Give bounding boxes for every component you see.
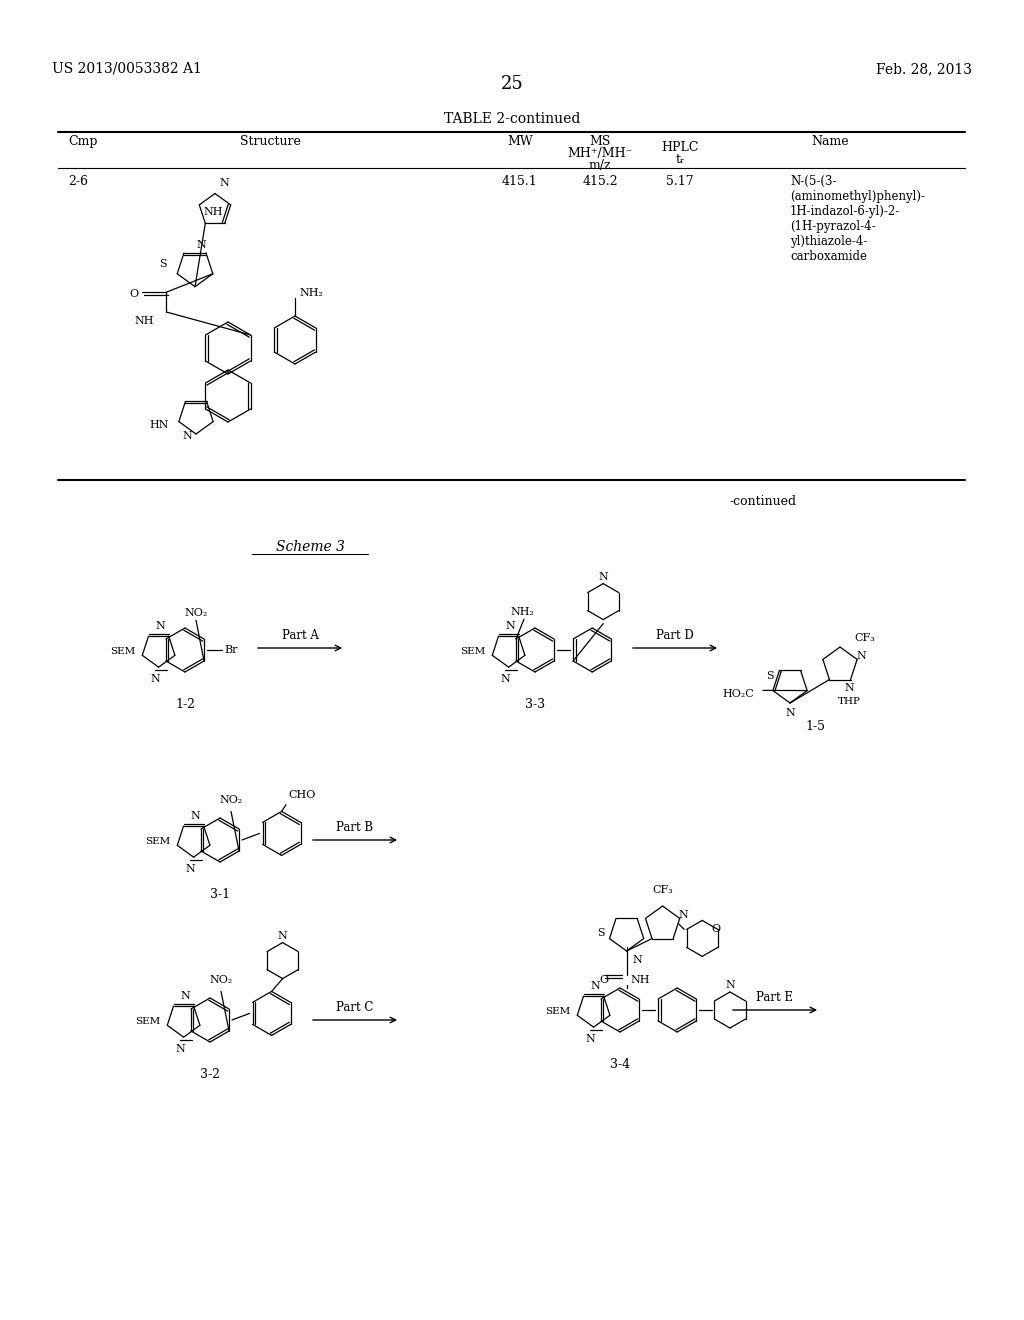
Text: N: N	[219, 178, 228, 189]
Text: N: N	[785, 709, 795, 718]
Text: N: N	[197, 240, 207, 251]
Text: SEM: SEM	[135, 1018, 161, 1026]
Text: N: N	[586, 1034, 595, 1044]
Text: Cmp: Cmp	[68, 135, 97, 148]
Text: N: N	[156, 622, 165, 631]
Text: S: S	[597, 928, 605, 939]
Text: N: N	[679, 909, 688, 920]
Text: NH₂: NH₂	[510, 607, 534, 618]
Text: Part A: Part A	[282, 630, 318, 642]
Text: MH⁺/MH⁻: MH⁺/MH⁻	[567, 147, 633, 160]
Text: SEM: SEM	[545, 1007, 570, 1016]
Text: CF₃: CF₃	[652, 886, 673, 895]
Text: N: N	[725, 979, 735, 990]
Text: Part C: Part C	[336, 1001, 374, 1014]
Text: N: N	[185, 865, 195, 874]
Text: NO₂: NO₂	[209, 974, 232, 985]
Text: NO₂: NO₂	[219, 795, 243, 805]
Text: Name: Name	[811, 135, 849, 148]
Text: Scheme 3: Scheme 3	[275, 540, 344, 554]
Text: N: N	[506, 622, 515, 631]
Text: Part E: Part E	[757, 991, 794, 1005]
Text: 1-2: 1-2	[175, 698, 195, 711]
Text: US 2013/0053382 A1: US 2013/0053382 A1	[52, 62, 202, 77]
Text: -continued: -continued	[730, 495, 797, 508]
Text: NH: NH	[204, 207, 223, 216]
Text: N: N	[844, 682, 854, 693]
Text: NO₂: NO₂	[184, 609, 208, 618]
Text: 2-6: 2-6	[68, 176, 88, 187]
Text: 1-5: 1-5	[805, 719, 825, 733]
Text: HPLC: HPLC	[662, 141, 698, 154]
Text: 415.1: 415.1	[502, 176, 538, 187]
Text: 3-2: 3-2	[200, 1068, 220, 1081]
Text: N: N	[632, 954, 642, 965]
Text: N: N	[190, 810, 200, 821]
Text: HO₂C: HO₂C	[722, 689, 754, 700]
Text: N: N	[151, 675, 160, 684]
Text: O: O	[599, 974, 608, 985]
Text: O: O	[129, 289, 138, 300]
Text: HN: HN	[150, 420, 169, 430]
Text: TABLE 2-continued: TABLE 2-continued	[443, 112, 581, 125]
Text: Br: Br	[224, 645, 238, 655]
Text: 5.17: 5.17	[667, 176, 694, 187]
Text: N: N	[180, 991, 190, 1001]
Text: CF₃: CF₃	[854, 634, 876, 643]
Text: S: S	[766, 671, 774, 681]
Text: 3-3: 3-3	[525, 698, 545, 711]
Text: THP: THP	[838, 697, 860, 706]
Text: MW: MW	[507, 135, 532, 148]
Text: SEM: SEM	[111, 647, 135, 656]
Text: NH₂: NH₂	[299, 288, 323, 298]
Text: MS: MS	[590, 135, 610, 148]
Text: S: S	[159, 259, 166, 268]
Text: N: N	[598, 572, 608, 582]
Text: Part B: Part B	[337, 821, 374, 834]
Text: CHO: CHO	[288, 791, 315, 800]
Text: tᵣ: tᵣ	[675, 153, 685, 166]
Text: NH: NH	[631, 974, 650, 985]
Text: N: N	[856, 651, 866, 661]
Text: N: N	[591, 981, 600, 991]
Text: 415.2: 415.2	[583, 176, 617, 187]
Text: SEM: SEM	[145, 837, 170, 846]
Text: Structure: Structure	[240, 135, 300, 148]
Text: Part D: Part D	[656, 630, 694, 642]
Text: 3-1: 3-1	[210, 888, 230, 902]
Text: 25: 25	[501, 75, 523, 92]
Text: Feb. 28, 2013: Feb. 28, 2013	[876, 62, 972, 77]
Text: N: N	[175, 1044, 185, 1055]
Text: m/z: m/z	[589, 158, 611, 172]
Text: 3-4: 3-4	[610, 1059, 630, 1072]
Text: O: O	[712, 924, 720, 935]
Text: N: N	[182, 432, 191, 441]
Text: NH: NH	[135, 315, 155, 326]
Text: SEM: SEM	[460, 647, 485, 656]
Text: N: N	[501, 675, 510, 684]
Text: N-(5-(3-
(aminomethyl)phenyl)-
1H-indazol-6-yl)-2-
(1H-pyrazol-4-
yl)thiazole-4-: N-(5-(3- (aminomethyl)phenyl)- 1H-indazo…	[790, 176, 925, 263]
Text: N: N	[278, 931, 288, 941]
